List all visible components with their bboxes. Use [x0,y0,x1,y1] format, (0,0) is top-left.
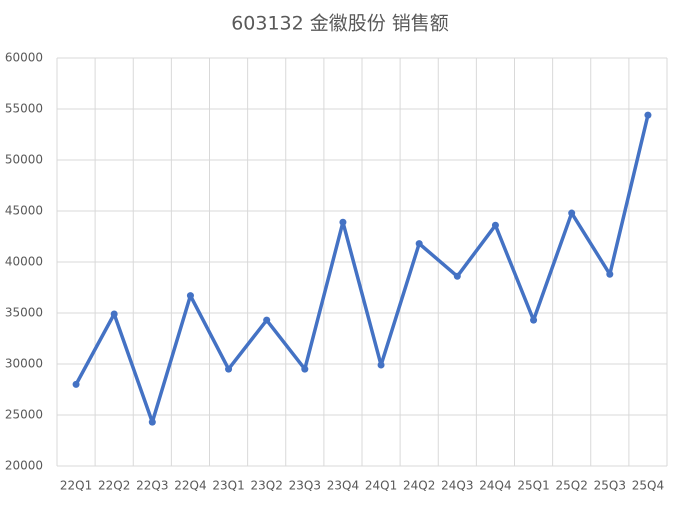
point [110,310,118,318]
point [606,270,614,278]
y-tick-label: 50000 [5,153,43,167]
x-tick-label: 23Q3 [289,479,321,493]
y-tick-label: 45000 [5,204,43,218]
y-tick-label: 60000 [5,51,43,65]
y-tick-label: 25000 [5,408,43,422]
point [263,316,271,324]
point [568,209,576,217]
x-tick-label: 23Q4 [327,479,359,493]
x-tick-label: 24Q3 [441,479,473,493]
point [148,418,156,426]
point [530,316,538,324]
point [72,380,80,388]
x-tick-label: 22Q3 [136,479,168,493]
x-tick-label: 24Q4 [479,479,511,493]
x-tick-label: 24Q2 [403,479,435,493]
x-tick-label: 22Q2 [98,479,130,493]
point [225,365,233,373]
point [491,221,499,229]
point [301,365,309,373]
x-tick-label: 25Q3 [594,479,626,493]
y-tick-label: 20000 [5,459,43,473]
point [339,218,347,226]
chart-title: 603132 金徽股份 销售额 [231,13,449,35]
x-tick-label: 25Q2 [556,479,588,493]
x-tick-label: 22Q4 [174,479,206,493]
point [453,272,461,280]
point [415,240,423,248]
x-tick-label: 25Q4 [632,479,664,493]
x-tick-label: 24Q1 [365,479,397,493]
point [644,111,652,119]
point [377,361,385,369]
y-tick-label: 40000 [5,255,43,269]
line [74,114,650,424]
x-tick-label: 23Q2 [251,479,283,493]
y-tick-label: 30000 [5,357,43,371]
x-tick-label: 25Q1 [517,479,549,493]
y-tick-label: 55000 [5,102,43,116]
x-tick-label: 23Q1 [212,479,244,493]
x-tick-label: 22Q1 [60,479,92,493]
point [186,292,194,300]
y-tick-label: 35000 [5,306,43,320]
